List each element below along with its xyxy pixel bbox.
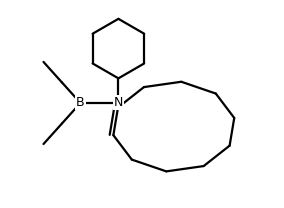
Text: B: B	[76, 97, 85, 109]
Text: N: N	[114, 97, 123, 109]
